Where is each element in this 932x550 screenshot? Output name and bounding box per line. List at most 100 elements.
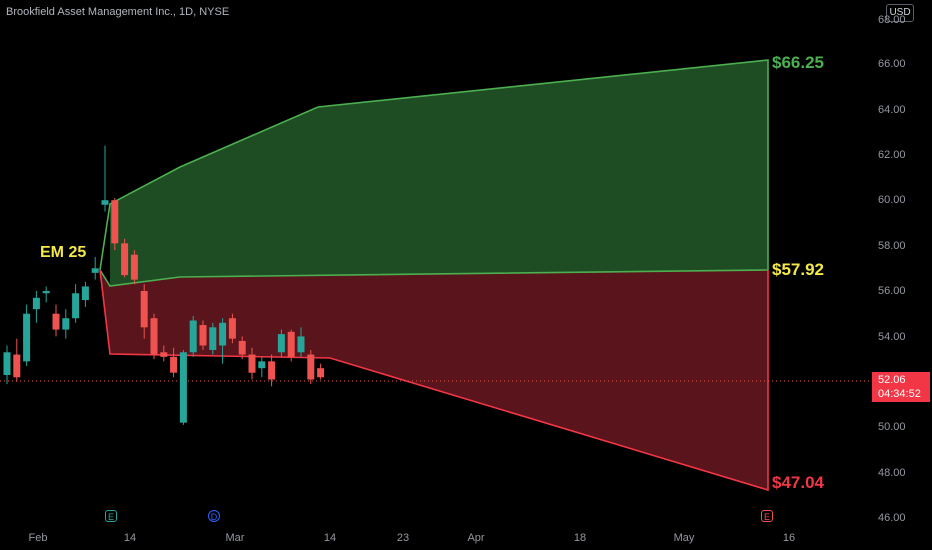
candle xyxy=(13,338,21,382)
candle-body xyxy=(219,322,227,346)
candle xyxy=(72,284,80,323)
candle-body xyxy=(140,291,148,328)
candle xyxy=(160,345,168,362)
y-tick: 60.00 xyxy=(878,194,906,206)
candle-body xyxy=(121,243,129,276)
x-tick: Apr xyxy=(467,532,485,544)
candle-body xyxy=(111,200,119,244)
candle xyxy=(170,347,178,378)
candle xyxy=(91,256,99,280)
candle xyxy=(287,329,295,362)
mid-band-line xyxy=(99,269,769,287)
x-tick: 14 xyxy=(323,532,337,544)
candle xyxy=(209,322,217,355)
current-price: 52.06 xyxy=(878,374,906,386)
candle-body xyxy=(307,354,315,380)
candle xyxy=(32,291,40,323)
y-tick: 62.00 xyxy=(878,149,906,161)
candle xyxy=(81,281,89,307)
dividend-event-icon[interactable]: D xyxy=(208,510,220,522)
candle xyxy=(101,145,109,212)
y-tick-partial: 68.00 xyxy=(878,14,906,26)
candle-body xyxy=(52,313,60,330)
em-label: EM 25 xyxy=(40,244,87,261)
candle xyxy=(297,327,305,357)
candle xyxy=(62,309,70,339)
candle-body xyxy=(81,286,89,301)
upper-level-label: $66.25 xyxy=(772,53,824,72)
mid-level-label: $57.92 xyxy=(772,260,824,279)
y-tick: 50.00 xyxy=(878,421,906,433)
candle xyxy=(140,284,148,339)
candle-body xyxy=(209,327,217,351)
candle-body xyxy=(268,361,276,380)
candle-body xyxy=(160,352,168,357)
upper-expected-move-zone xyxy=(110,60,768,286)
y-tick: 48.00 xyxy=(878,467,906,479)
lower-level-label: $47.04 xyxy=(772,473,824,492)
symbol-title: Brookfield Asset Management Inc., 1D, NY… xyxy=(6,6,230,18)
candle xyxy=(52,304,60,337)
x-tick: Mar xyxy=(225,532,245,544)
candle xyxy=(3,345,11,385)
candle-body xyxy=(130,254,138,280)
candle-body xyxy=(287,331,295,357)
x-tick: 16 xyxy=(782,532,796,544)
candle-body xyxy=(3,352,11,375)
candle-body xyxy=(91,268,99,273)
lower-expected-move-zone xyxy=(100,270,768,490)
candle xyxy=(179,350,187,425)
candle-body xyxy=(32,297,40,310)
candle-body xyxy=(42,291,50,294)
x-tick: May xyxy=(673,532,695,544)
candle xyxy=(150,313,158,360)
x-tick: 14 xyxy=(123,532,137,544)
candles xyxy=(3,145,325,425)
earnings-event-icon[interactable]: E xyxy=(105,510,117,522)
candle-body xyxy=(297,336,305,353)
x-tick: Feb xyxy=(28,532,48,544)
candle-body xyxy=(150,318,158,355)
candle xyxy=(111,197,119,251)
candle xyxy=(228,313,236,344)
candle xyxy=(238,336,246,360)
candle xyxy=(42,286,50,303)
y-tick: 64.00 xyxy=(878,104,906,116)
candle-body xyxy=(189,320,197,353)
candle-body xyxy=(317,368,325,378)
candle-body xyxy=(72,293,80,319)
candle-body xyxy=(101,200,109,205)
currency-button[interactable]: USD xyxy=(886,4,914,22)
candle-body xyxy=(179,352,187,423)
candle xyxy=(130,250,138,285)
candle xyxy=(307,350,315,385)
candle xyxy=(121,238,129,278)
y-tick: 46.00 xyxy=(878,512,906,524)
candle-body xyxy=(258,361,266,369)
candle-body xyxy=(170,356,178,373)
candle-body xyxy=(13,354,21,378)
candle-body xyxy=(199,325,207,346)
current-price-tag: 52.06 04:34:52 xyxy=(872,372,930,402)
y-tick: 58.00 xyxy=(878,240,906,252)
candle-body xyxy=(62,318,70,330)
candle-body xyxy=(238,340,246,355)
candle xyxy=(268,354,276,387)
y-tick: 66.00 xyxy=(878,58,906,70)
earnings-event-icon[interactable]: E xyxy=(761,510,773,522)
bar-countdown: 04:34:52 xyxy=(878,388,921,400)
upper-band-line xyxy=(99,59,769,271)
candle xyxy=(258,356,266,378)
candle xyxy=(23,304,31,366)
candle-body xyxy=(228,318,236,339)
x-tick: 18 xyxy=(573,532,587,544)
candle-body xyxy=(248,354,256,373)
candle xyxy=(248,347,256,380)
candle xyxy=(189,315,197,357)
candle xyxy=(199,320,207,351)
x-tick: 23 xyxy=(396,532,410,544)
candle-body xyxy=(277,334,285,353)
candle xyxy=(317,363,325,380)
